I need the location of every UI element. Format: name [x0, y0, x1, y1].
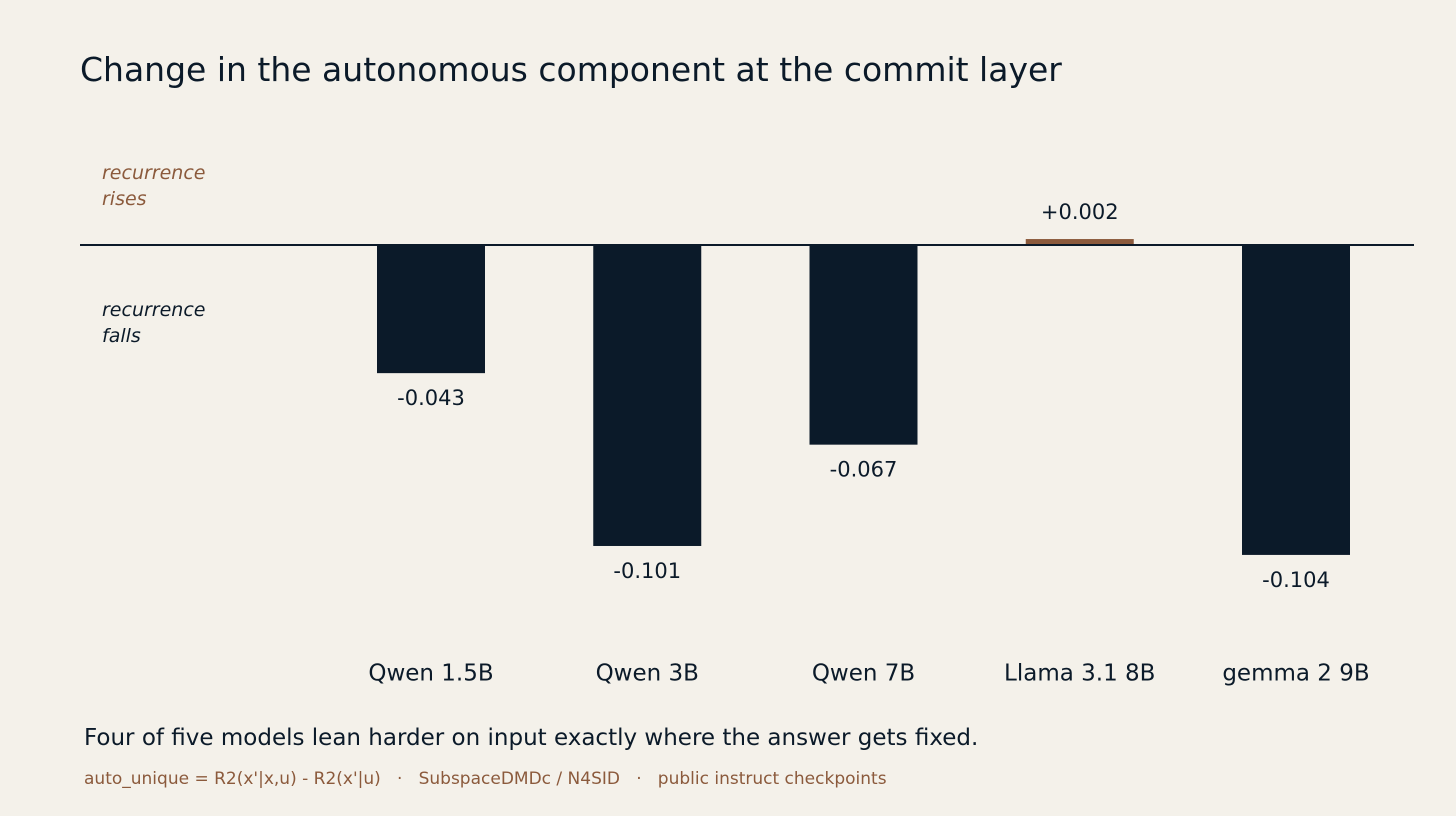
category-label-4: gemma 2 9B [1222, 661, 1369, 687]
chart-title: Change in the autonomous component at th… [80, 50, 1062, 89]
category-label-2: Qwen 7B [812, 661, 915, 687]
value-label-2: -0.067 [830, 458, 898, 482]
zone-label-falls: recurrence falls [102, 299, 206, 347]
zone-label-rises: recurrence rises [102, 162, 206, 210]
value-label-4: -0.104 [1262, 568, 1330, 592]
bar-0 [377, 245, 485, 374]
value-label-1: -0.101 [613, 559, 681, 583]
category-labels-group: Qwen 1.5B Qwen 3B Qwen 7B Llama 3.1 8B gemma… [368, 661, 1369, 687]
category-label-0: Qwen 1.5B [368, 661, 493, 687]
chart-caption: Four of five models lean harder on input… [84, 725, 979, 751]
value-label-3: +0.002 [1041, 200, 1119, 224]
chart-footnote: auto_unique = R2(x'|x,u) - R2(x'|u) · Su… [84, 769, 887, 789]
bar-2 [809, 245, 918, 445]
bars-group [377, 239, 1350, 555]
value-label-0: -0.043 [397, 386, 465, 410]
value-labels-group: -0.043 -0.101 -0.067 +0.002 -0.104 [397, 200, 1330, 592]
bar-3 [1025, 239, 1134, 245]
bar-1 [593, 245, 702, 546]
category-label-3: Llama 3.1 8B [1004, 661, 1155, 687]
bar-chart: -0.043 -0.101 -0.067 +0.002 -0.104 Qwen 1.5B… [80, 200, 1414, 687]
bar-4 [1242, 245, 1350, 555]
category-label-1: Qwen 3B [596, 661, 699, 687]
